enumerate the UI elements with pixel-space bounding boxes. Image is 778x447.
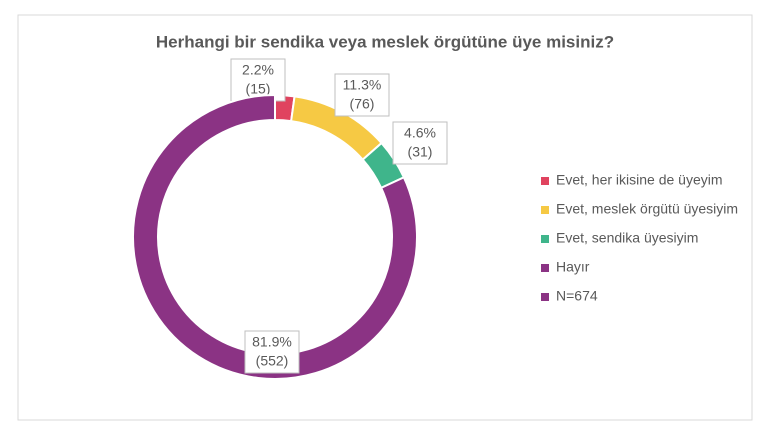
data-label: 11.3% — [343, 77, 382, 93]
legend-note: N=674 — [556, 288, 598, 304]
data-label-box — [244, 330, 300, 374]
legend-marker — [541, 206, 549, 214]
data-label: 4.6% — [404, 125, 436, 141]
count-label: (15) — [246, 81, 271, 97]
data-label-box — [392, 121, 448, 165]
legend-label: Evet, her ikisine de üyeyim — [556, 172, 723, 188]
legend-label: Hayır — [556, 259, 590, 275]
data-label: 81.9% — [252, 334, 292, 350]
chart-title: Herhangi bir sendika veya meslek örgütün… — [156, 32, 614, 51]
legend-marker — [541, 235, 549, 243]
legend-marker — [541, 177, 549, 185]
count-label: (76) — [350, 96, 375, 112]
legend-label: Evet, meslek örgütü üyesiyim — [556, 201, 738, 217]
count-label: (552) — [256, 353, 289, 369]
count-label: (31) — [408, 144, 433, 160]
legend-marker — [541, 264, 549, 272]
donut-slice — [132, 93, 418, 380]
legend-label: Evet, sendika üyesiyim — [556, 230, 698, 246]
data-label: 2.2% — [242, 62, 274, 78]
data-label-box — [334, 73, 390, 117]
legend-marker — [541, 293, 549, 301]
